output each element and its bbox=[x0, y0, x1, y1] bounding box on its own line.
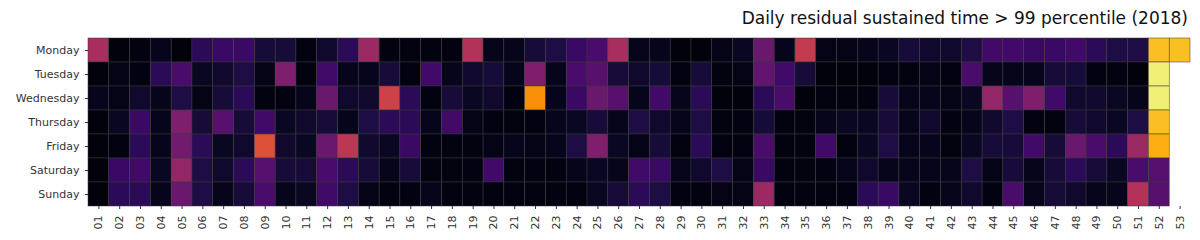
svg-text:40: 40 bbox=[903, 216, 916, 230]
svg-text:23: 23 bbox=[550, 216, 563, 230]
svg-text:16: 16 bbox=[404, 216, 417, 230]
svg-text:04: 04 bbox=[155, 216, 168, 230]
svg-text:13: 13 bbox=[342, 216, 355, 230]
svg-text:22: 22 bbox=[529, 216, 542, 230]
svg-text:05: 05 bbox=[176, 216, 189, 230]
svg-text:43: 43 bbox=[966, 216, 979, 230]
html-text:Daily residual sustained time: Daily residual sustained time > 99 perce… bbox=[741, 8, 1188, 28]
svg-text:06: 06 bbox=[196, 216, 209, 230]
svg-text:11: 11 bbox=[300, 216, 313, 230]
svg-text:52: 52 bbox=[1153, 216, 1166, 230]
svg-text:12: 12 bbox=[321, 216, 334, 230]
svg-text:Thursday: Thursday bbox=[27, 116, 80, 129]
svg-text:48: 48 bbox=[1070, 216, 1083, 230]
svg-text:37: 37 bbox=[841, 216, 854, 230]
svg-text:03: 03 bbox=[134, 216, 147, 230]
svg-text:33: 33 bbox=[758, 216, 771, 230]
svg-text:31: 31 bbox=[716, 216, 729, 230]
svg-text:07: 07 bbox=[217, 216, 230, 230]
svg-text:46: 46 bbox=[1028, 216, 1041, 230]
svg-text:53: 53 bbox=[1174, 216, 1187, 230]
svg-text:35: 35 bbox=[799, 216, 812, 230]
svg-text:21: 21 bbox=[508, 216, 521, 230]
svg-text:Saturday: Saturday bbox=[30, 164, 80, 177]
svg-text:10: 10 bbox=[280, 216, 293, 230]
svg-text:47: 47 bbox=[1049, 216, 1062, 230]
svg-text:39: 39 bbox=[883, 216, 896, 230]
svg-text:15: 15 bbox=[384, 216, 397, 230]
svg-text:Tuesday: Tuesday bbox=[34, 68, 80, 81]
svg-text:18: 18 bbox=[446, 216, 459, 230]
svg-text:27: 27 bbox=[633, 216, 646, 230]
svg-text:32: 32 bbox=[737, 216, 750, 230]
svg-text:28: 28 bbox=[654, 216, 667, 230]
svg-text:17: 17 bbox=[425, 216, 438, 230]
svg-text:24: 24 bbox=[571, 216, 584, 230]
svg-text:Monday: Monday bbox=[36, 44, 80, 57]
svg-text:50: 50 bbox=[1111, 216, 1124, 230]
svg-text:08: 08 bbox=[238, 216, 251, 230]
svg-text:45: 45 bbox=[1007, 216, 1020, 230]
svg-text:19: 19 bbox=[467, 216, 480, 230]
svg-text:34: 34 bbox=[779, 216, 792, 230]
svg-text:01: 01 bbox=[92, 216, 105, 230]
svg-text:26: 26 bbox=[612, 216, 625, 230]
svg-text:38: 38 bbox=[862, 216, 875, 230]
svg-text:42: 42 bbox=[945, 216, 958, 230]
svg-text:41: 41 bbox=[924, 216, 937, 230]
svg-text:49: 49 bbox=[1090, 216, 1103, 230]
svg-text:30: 30 bbox=[695, 216, 708, 230]
svg-text:20: 20 bbox=[487, 216, 500, 230]
svg-text:36: 36 bbox=[820, 216, 833, 230]
svg-text:Wednesday: Wednesday bbox=[16, 92, 80, 105]
svg-text:02: 02 bbox=[113, 216, 126, 230]
svg-text:25: 25 bbox=[591, 216, 604, 230]
svg-text:Friday: Friday bbox=[46, 140, 80, 153]
svg-text:44: 44 bbox=[986, 216, 999, 230]
svg-text:Sunday: Sunday bbox=[38, 188, 80, 201]
svg-text:09: 09 bbox=[259, 216, 272, 230]
svg-text:51: 51 bbox=[1132, 216, 1145, 230]
svg-text:29: 29 bbox=[675, 216, 688, 230]
svg-text:14: 14 bbox=[363, 216, 376, 230]
